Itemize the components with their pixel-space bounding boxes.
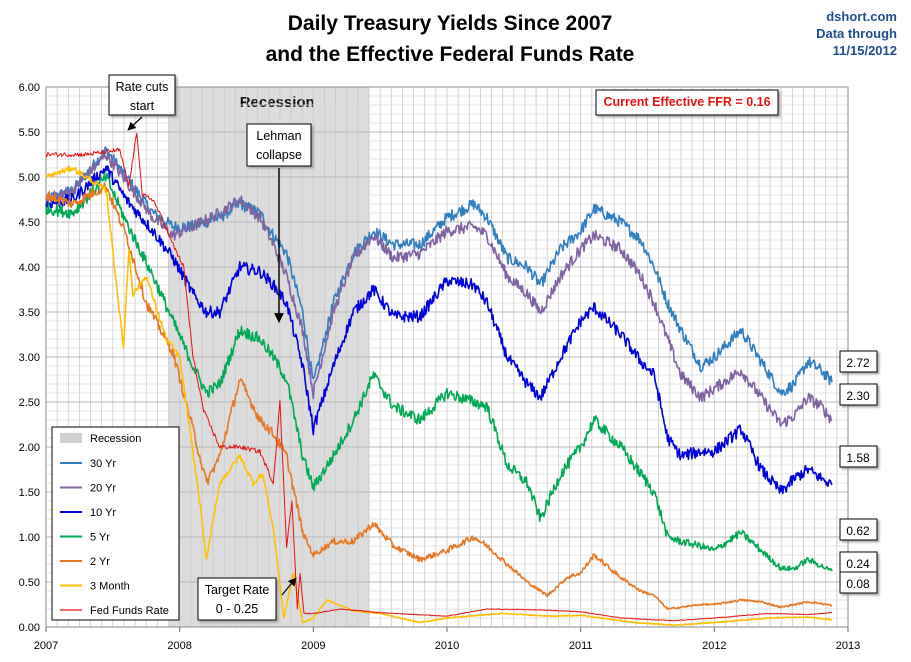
legend-label: 3 Month — [90, 581, 130, 593]
end-value-box — [839, 383, 878, 406]
y-tick-label: 1.00 — [19, 532, 40, 544]
lehman-callout-box — [246, 123, 312, 167]
x-tick-label: 2007 — [34, 640, 58, 652]
y-tick-label: 0.00 — [19, 622, 40, 634]
x-tick-label: 2013 — [836, 640, 860, 652]
rate-cuts-arrow — [127, 116, 143, 131]
chart-title: Daily Treasury Yields Since 2007 and the… — [200, 8, 700, 70]
data-through-date: 11/15/2012 — [832, 43, 897, 58]
end-value-box — [839, 571, 878, 594]
y-tick-label: 6.00 — [19, 82, 40, 94]
end-value-label: 1.58 — [846, 451, 870, 465]
legend-label-recession: Recession — [90, 433, 141, 445]
target-rate-callout-text: Target Rate — [205, 583, 270, 597]
legend-swatch-recession — [60, 433, 82, 443]
legend-label: 20 Yr — [90, 483, 116, 495]
target-rate-arrow — [281, 577, 297, 596]
end-value-label: 0.08 — [846, 577, 870, 591]
lehman-callout-text: collapse — [256, 148, 302, 162]
x-tick-label: 2011 — [569, 640, 593, 652]
y-tick-label: 4.00 — [19, 262, 40, 274]
end-value-label: 0.24 — [846, 557, 870, 571]
source-site: dshort.com — [826, 9, 897, 24]
legend-box — [51, 426, 180, 621]
series-line-1 — [45, 152, 833, 428]
chart-title-line-2: and the Effective Federal Funds Rate — [265, 43, 635, 66]
end-value-label: 2.72 — [846, 356, 870, 370]
end-value-label: 2.30 — [846, 389, 870, 403]
data-through-label: Data through — [816, 26, 897, 41]
end-value-box — [839, 445, 878, 468]
series-line-5 — [45, 165, 833, 627]
current-ffr-callout-box — [595, 89, 779, 116]
legend-label: 30 Yr — [90, 458, 116, 470]
y-tick-label: 2.00 — [19, 442, 40, 454]
x-tick-label: 2009 — [301, 640, 325, 652]
target-rate-callout-text: 0 - 0.25 — [216, 602, 258, 616]
rate-cuts-callout-box — [108, 74, 176, 116]
series-line-6 — [45, 132, 833, 622]
x-tick-label: 2012 — [702, 640, 726, 652]
target-rate-callout-box — [197, 577, 277, 621]
legend-label: 10 Yr — [90, 507, 116, 519]
series-line-3 — [45, 172, 833, 572]
y-tick-label: 2.50 — [19, 397, 40, 409]
y-tick-label: 5.00 — [19, 172, 40, 184]
series-line-4 — [45, 182, 833, 611]
legend-label: 5 Yr — [90, 532, 110, 544]
chart-title-line-1: Daily Treasury Yields Since 2007 — [287, 12, 613, 35]
y-tick-label: 3.00 — [19, 352, 40, 364]
y-tick-label: 3.50 — [19, 307, 40, 319]
x-tick-label: 2010 — [435, 640, 459, 652]
legend-label: Fed Funds Rate — [90, 605, 169, 617]
y-tick-label: 1.50 — [19, 487, 40, 499]
lehman-callout-text: Lehman — [256, 129, 301, 143]
current-ffr-callout-text: Current Effective FFR = 0.16 — [603, 95, 770, 109]
end-value-box — [839, 350, 878, 373]
y-tick-label: 0.50 — [19, 577, 40, 589]
series-line-2 — [45, 165, 833, 495]
end-value-box — [839, 518, 878, 541]
source-block: dshort.com Data through 11/15/2012 — [816, 8, 897, 59]
x-tick-label: 2008 — [167, 640, 191, 652]
end-value-label: 0.62 — [846, 524, 870, 538]
recession-label: Recession — [240, 94, 315, 111]
rate-cuts-callout-text: start — [130, 99, 155, 113]
y-tick-label: 4.50 — [19, 217, 40, 229]
rate-cuts-callout-text: Rate cuts — [116, 80, 169, 94]
legend-label: 2 Yr — [90, 556, 110, 568]
y-tick-label: 5.50 — [19, 127, 40, 139]
